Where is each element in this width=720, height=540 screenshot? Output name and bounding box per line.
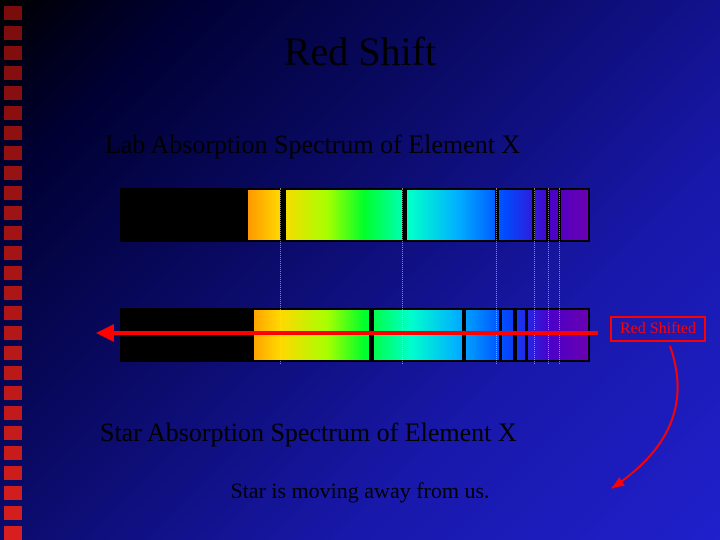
star-spectrum-label: Star Absorption Spectrum of Element X [100, 418, 517, 448]
caption-text: Star is moving away from us. [0, 478, 720, 504]
